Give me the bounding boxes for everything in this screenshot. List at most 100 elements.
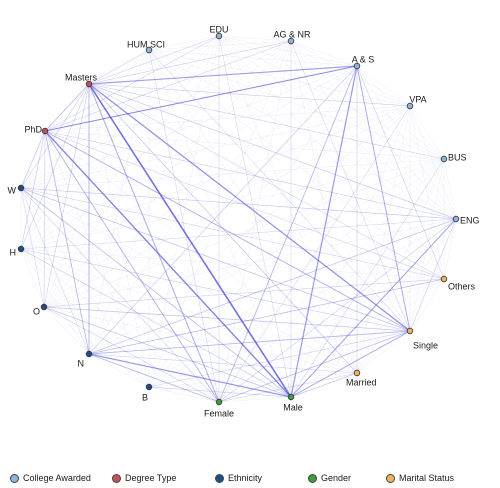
link-female-married bbox=[218, 372, 358, 403]
node-masters-dot[interactable] bbox=[85, 80, 93, 88]
background-link bbox=[218, 35, 445, 280]
link-b-single bbox=[148, 330, 411, 388]
background-link bbox=[20, 65, 358, 250]
network-graph: EDU AG & NR HUM SCI A & S VPA BUS ENG Masters Ph… bbox=[8, 24, 480, 418]
background-link bbox=[148, 49, 411, 332]
background-link bbox=[20, 158, 445, 189]
node-others[interactable]: Others bbox=[440, 275, 476, 291]
background-link bbox=[88, 83, 220, 403]
node-phd-label: PhD bbox=[24, 124, 42, 134]
node-n[interactable]: N bbox=[78, 350, 93, 368]
background-link bbox=[148, 35, 220, 51]
background-link bbox=[43, 158, 445, 308]
node-agnr[interactable]: AG & NR bbox=[273, 29, 311, 45]
background-link bbox=[44, 130, 445, 160]
node-w-dot[interactable] bbox=[17, 184, 25, 192]
node-edu-dot[interactable] bbox=[215, 32, 223, 40]
node-phd[interactable]: PhD bbox=[24, 124, 49, 135]
background-link bbox=[88, 353, 220, 403]
background-link bbox=[20, 187, 358, 374]
node-b-dot[interactable] bbox=[145, 383, 153, 391]
node-as[interactable]: A & S bbox=[352, 54, 375, 70]
legend-label-college: College Awarded bbox=[23, 473, 91, 483]
background-link bbox=[20, 65, 358, 189]
links-layer bbox=[20, 35, 457, 403]
node-male-dot[interactable] bbox=[287, 393, 295, 401]
background-link bbox=[20, 49, 150, 250]
node-o[interactable]: O bbox=[33, 303, 48, 316]
background-link bbox=[20, 187, 457, 220]
link-vpa-female bbox=[218, 105, 411, 403]
link-humsci-single bbox=[148, 49, 411, 332]
link-phd-eng bbox=[44, 130, 457, 220]
background-link bbox=[20, 248, 411, 332]
node-h-dot[interactable] bbox=[17, 245, 25, 253]
background-link bbox=[88, 65, 358, 85]
link-phd-n bbox=[44, 130, 90, 355]
link-female-eng bbox=[218, 218, 457, 403]
node-humsci-dot[interactable] bbox=[145, 46, 153, 54]
background-link bbox=[88, 83, 411, 107]
background-link bbox=[443, 158, 457, 220]
link-masters-eng bbox=[88, 83, 457, 220]
node-h[interactable]: H bbox=[10, 245, 25, 257]
node-female-dot[interactable] bbox=[215, 398, 223, 406]
node-o-dot[interactable] bbox=[40, 303, 48, 311]
background-link bbox=[88, 353, 150, 388]
node-b[interactable]: B bbox=[142, 383, 153, 402]
background-link bbox=[218, 35, 457, 220]
background-link bbox=[290, 40, 358, 67]
link-as-phd bbox=[44, 65, 358, 132]
node-male[interactable]: Male bbox=[283, 393, 303, 412]
link-masters-as bbox=[88, 65, 358, 85]
background-link bbox=[148, 49, 358, 67]
node-as-dot[interactable] bbox=[353, 62, 361, 70]
node-eng-label: ENG bbox=[460, 215, 480, 225]
node-vpa[interactable]: VPA bbox=[406, 94, 427, 110]
node-bus-dot[interactable] bbox=[440, 155, 448, 163]
node-bus-label: BUS bbox=[448, 152, 467, 162]
background-link bbox=[43, 306, 411, 332]
background-link bbox=[44, 130, 90, 355]
node-agnr-dot[interactable] bbox=[287, 37, 295, 45]
background-link bbox=[20, 187, 292, 398]
node-eng[interactable]: ENG bbox=[452, 215, 480, 225]
link-female-as bbox=[218, 65, 358, 403]
node-w[interactable]: W bbox=[8, 184, 25, 195]
background-link bbox=[43, 40, 292, 308]
node-masters-label: Masters bbox=[65, 72, 98, 82]
node-vpa-dot[interactable] bbox=[406, 102, 414, 110]
link-w-female bbox=[20, 187, 220, 403]
node-single-dot[interactable] bbox=[406, 327, 414, 335]
node-edu[interactable]: EDU bbox=[209, 24, 229, 40]
legend-item-degree: Degree Type bbox=[112, 470, 176, 486]
legend-item-marital: Marital Status bbox=[386, 470, 454, 486]
background-link bbox=[43, 130, 46, 308]
node-single[interactable]: Single bbox=[406, 327, 438, 350]
node-eng-dot[interactable] bbox=[452, 215, 460, 223]
background-link bbox=[20, 35, 220, 250]
link-as-n bbox=[88, 65, 358, 355]
background-link bbox=[409, 218, 457, 332]
node-married[interactable]: Married bbox=[346, 369, 377, 387]
link-phd-male bbox=[44, 130, 292, 398]
legend-item-college: College Awarded bbox=[10, 470, 91, 486]
node-phd-dot[interactable] bbox=[41, 127, 49, 135]
background-link bbox=[148, 49, 445, 280]
node-humsci[interactable]: HUM SCI bbox=[127, 39, 165, 54]
node-n-dot[interactable] bbox=[85, 350, 93, 358]
background-link bbox=[218, 35, 292, 42]
background-link bbox=[409, 105, 445, 280]
link-w-eng bbox=[20, 187, 457, 220]
node-female[interactable]: Female bbox=[204, 398, 234, 418]
link-n-eng bbox=[88, 218, 457, 355]
node-married-dot[interactable] bbox=[353, 369, 361, 377]
background-link bbox=[409, 105, 445, 160]
background-link bbox=[44, 40, 292, 132]
node-bus[interactable]: BUS bbox=[440, 152, 467, 163]
link-w-n bbox=[20, 187, 90, 355]
node-masters[interactable]: Masters bbox=[65, 72, 98, 88]
node-others-dot[interactable] bbox=[440, 275, 448, 283]
background-link bbox=[20, 49, 150, 189]
node-o-label: O bbox=[33, 306, 40, 316]
